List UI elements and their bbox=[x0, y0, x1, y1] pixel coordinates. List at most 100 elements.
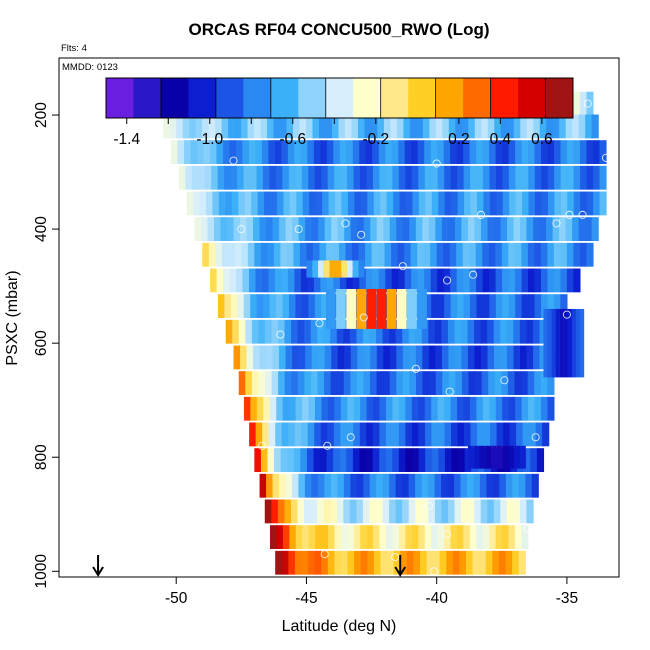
heatmap-cell bbox=[376, 499, 384, 524]
heatmap-cell bbox=[411, 525, 419, 549]
heatmap-cell bbox=[508, 140, 516, 165]
heatmap-cell bbox=[509, 191, 517, 216]
heatmap-cell bbox=[417, 140, 425, 165]
heatmap-cell bbox=[566, 242, 575, 267]
heatmap-cell bbox=[372, 448, 380, 472]
heatmap-cell bbox=[495, 242, 503, 267]
heatmap-cell bbox=[385, 448, 393, 472]
heatmap-cell bbox=[456, 242, 464, 267]
heatmap-cell bbox=[448, 371, 456, 395]
heatmap-cell bbox=[366, 165, 374, 190]
heatmap-cell bbox=[330, 499, 338, 524]
heatmap-cell bbox=[547, 165, 555, 190]
heatmap-cell bbox=[237, 294, 245, 318]
heatmap-cell bbox=[245, 319, 253, 344]
heatmap-cell bbox=[389, 319, 397, 344]
heatmap-cell bbox=[527, 371, 535, 395]
heatmap-cell bbox=[276, 396, 284, 421]
heatmap-cell bbox=[450, 396, 458, 421]
heatmap-cell bbox=[560, 191, 568, 216]
heatmap-cell bbox=[514, 525, 522, 549]
heatmap-cell bbox=[560, 242, 568, 267]
feature-cell bbox=[346, 260, 353, 278]
heatmap-cell bbox=[553, 268, 562, 293]
heatmap-cell bbox=[534, 294, 542, 318]
heatmap-cell bbox=[411, 422, 420, 447]
heatmap-cell bbox=[533, 345, 541, 370]
heatmap-cell bbox=[513, 345, 521, 370]
heatmap-cell bbox=[474, 499, 482, 524]
heatmap-cell bbox=[495, 268, 503, 293]
heatmap-cell bbox=[259, 345, 267, 370]
heatmap-cell bbox=[487, 319, 495, 344]
heatmap-cell bbox=[300, 268, 308, 293]
x-axis-label: Latitude (deg N) bbox=[282, 618, 397, 635]
heatmap-cell bbox=[418, 422, 426, 447]
heatmap-cell bbox=[250, 165, 258, 190]
heatmap-cell bbox=[428, 473, 436, 498]
observation-point bbox=[578, 210, 587, 219]
feature-cell bbox=[502, 445, 509, 469]
heatmap-cell bbox=[258, 371, 266, 395]
heatmap-cell bbox=[372, 422, 380, 447]
heatmap-cell bbox=[311, 217, 319, 241]
observation-point bbox=[552, 219, 561, 228]
feature-cell bbox=[358, 260, 365, 278]
heatmap-cell bbox=[367, 191, 375, 216]
feature-cell bbox=[407, 288, 417, 329]
heatmap-cell bbox=[385, 422, 393, 447]
heatmap-cell bbox=[493, 217, 502, 241]
heatmap-cell bbox=[205, 191, 214, 216]
heatmap-cell bbox=[378, 268, 386, 293]
feature-cell bbox=[575, 308, 581, 378]
heatmap-cell bbox=[393, 191, 401, 216]
heatmap-cell bbox=[435, 217, 443, 241]
heatmap-cell bbox=[422, 114, 430, 139]
heatmap-cell bbox=[424, 268, 432, 293]
heatmap-cell bbox=[326, 448, 334, 472]
heatmap-cell bbox=[521, 396, 529, 421]
heatmap-cell bbox=[310, 499, 318, 524]
heatmap-cell bbox=[410, 242, 418, 267]
heatmap-cell bbox=[532, 319, 541, 344]
heatmap-cell bbox=[449, 242, 457, 267]
heatmap-cell bbox=[480, 319, 488, 344]
heatmap-cell bbox=[539, 114, 547, 139]
heatmap-cell bbox=[264, 371, 273, 395]
heatmap-cell bbox=[295, 525, 303, 549]
heatmap-cell bbox=[385, 140, 393, 165]
heatmap-cell bbox=[521, 525, 529, 549]
heatmap-cell bbox=[496, 191, 504, 216]
heatmap-cell bbox=[479, 473, 487, 498]
heatmap-cell bbox=[287, 140, 295, 165]
heatmap-cell bbox=[398, 165, 406, 190]
heatmap-cell bbox=[489, 294, 497, 318]
feature-cell bbox=[306, 260, 313, 278]
heatmap-cell bbox=[324, 371, 332, 395]
heatmap-cell bbox=[437, 396, 445, 421]
heatmap-cell bbox=[444, 448, 453, 472]
heatmap-cell bbox=[425, 448, 433, 472]
heatmap-cell bbox=[261, 140, 269, 165]
heatmap-cell bbox=[573, 165, 581, 190]
heatmap-cell bbox=[260, 448, 269, 472]
heatmap-cell bbox=[424, 525, 432, 549]
heatmap-cell bbox=[295, 165, 303, 190]
heatmap-cell bbox=[269, 294, 277, 318]
heatmap-cell bbox=[443, 268, 451, 293]
heatmap-cell bbox=[492, 473, 500, 498]
heatmap-cell bbox=[496, 422, 504, 447]
colorbar-tick-label: 0.6 bbox=[531, 131, 553, 148]
heatmap-cell bbox=[210, 268, 218, 293]
heatmap-cell bbox=[284, 371, 292, 395]
heatmap-cell bbox=[383, 114, 392, 139]
heatmap-cell bbox=[264, 191, 272, 216]
heatmap-cell bbox=[501, 371, 509, 395]
heatmap-cell bbox=[411, 396, 419, 421]
chart-title: ORCAS RF04 CONCU500_RWO (Log) bbox=[189, 20, 490, 39]
heatmap-cell bbox=[431, 525, 439, 549]
heatmap-cell bbox=[476, 268, 484, 293]
heatmap-cell bbox=[277, 319, 286, 344]
heatmap-cell bbox=[430, 242, 438, 267]
arrow-marker bbox=[394, 555, 407, 577]
